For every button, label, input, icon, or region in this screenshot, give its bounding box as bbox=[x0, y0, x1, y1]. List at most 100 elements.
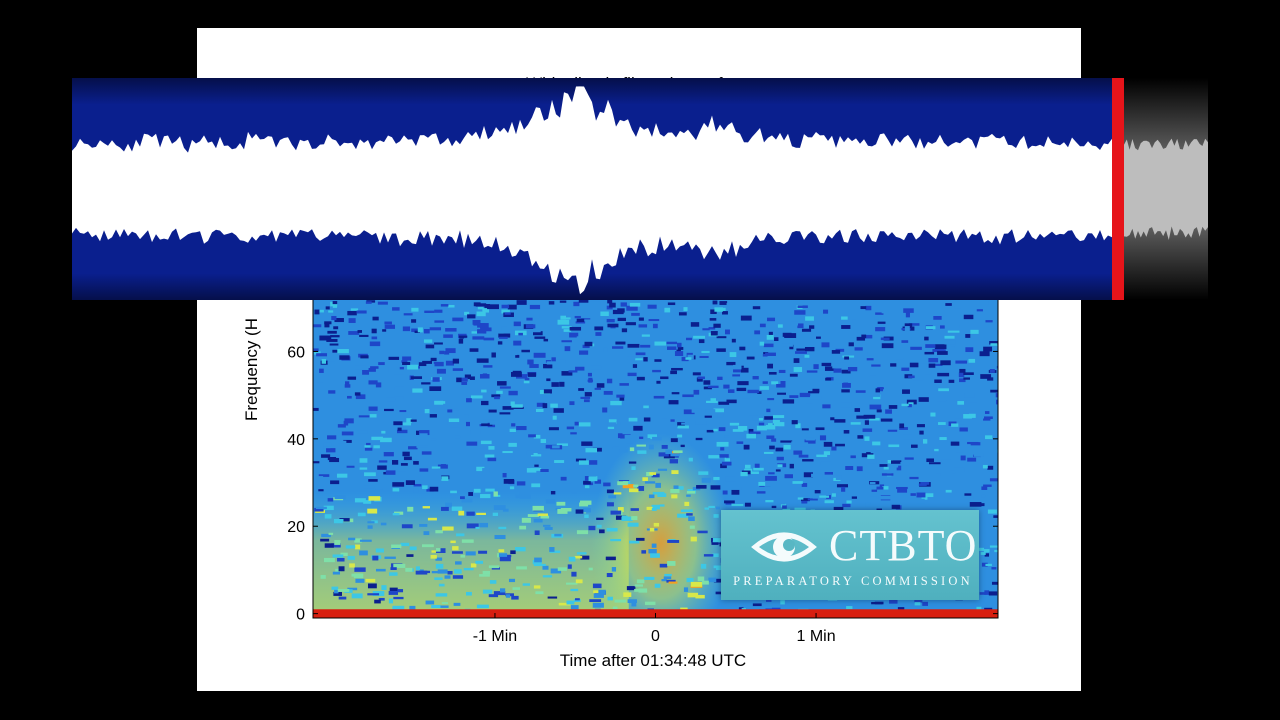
heatmap-cell bbox=[503, 312, 514, 318]
heatmap-cell bbox=[535, 408, 544, 413]
heatmap-cell bbox=[791, 467, 803, 470]
heatmap-cell bbox=[378, 597, 385, 601]
heatmap-cell bbox=[621, 328, 628, 333]
heatmap-cell bbox=[561, 481, 572, 484]
heatmap-cell bbox=[534, 530, 540, 536]
heatmap-cell bbox=[446, 310, 453, 313]
heatmap-cell bbox=[959, 378, 966, 383]
heatmap-event bbox=[590, 433, 731, 618]
heatmap-cell bbox=[392, 460, 399, 465]
heatmap-cell bbox=[950, 346, 955, 349]
heatmap-cell bbox=[980, 552, 986, 555]
heatmap-cell bbox=[643, 405, 649, 409]
heatmap-cell bbox=[710, 331, 718, 336]
heatmap-cell bbox=[670, 488, 680, 493]
heatmap-cell bbox=[367, 525, 373, 529]
heatmap-cell bbox=[713, 428, 718, 432]
heatmap-cell bbox=[583, 480, 591, 485]
heatmap-cell bbox=[652, 491, 665, 495]
heatmap-cell bbox=[589, 599, 602, 603]
heatmap-cell bbox=[392, 605, 405, 610]
heatmap-cell bbox=[410, 474, 421, 478]
heatmap-cell bbox=[777, 464, 783, 468]
heatmap-cell bbox=[531, 483, 541, 488]
heatmap-cell bbox=[354, 365, 367, 370]
heatmap-cell bbox=[518, 332, 523, 336]
heatmap-cell bbox=[793, 367, 803, 372]
heatmap-cell bbox=[364, 472, 376, 477]
heatmap-cell bbox=[995, 526, 998, 530]
heatmap-cell bbox=[359, 458, 368, 463]
heatmap-cell bbox=[509, 486, 515, 490]
heatmap-cell bbox=[319, 368, 324, 373]
heatmap-cell bbox=[987, 509, 997, 514]
heatmap-cell bbox=[534, 557, 542, 563]
heatmap-cell bbox=[719, 454, 729, 458]
heatmap-cell bbox=[768, 472, 775, 475]
heatmap-cell bbox=[923, 493, 934, 498]
heatmap-cell bbox=[354, 567, 366, 572]
heatmap-cell bbox=[656, 380, 661, 384]
time-marker[interactable] bbox=[1112, 78, 1124, 300]
heatmap-cell bbox=[393, 617, 399, 618]
heatmap-cell bbox=[816, 454, 828, 458]
heatmap-cell bbox=[746, 433, 757, 439]
heatmap-cell bbox=[315, 506, 327, 510]
heatmap-cell bbox=[326, 448, 336, 453]
heatmap-cell bbox=[841, 389, 850, 393]
heatmap-cell bbox=[441, 602, 449, 605]
heatmap-cell bbox=[584, 484, 590, 489]
heatmap-cell bbox=[397, 427, 402, 431]
heatmap-cell bbox=[413, 461, 419, 465]
heatmap-cell bbox=[724, 435, 730, 438]
heatmap-cell bbox=[518, 492, 530, 495]
heatmap-cell bbox=[419, 468, 429, 472]
heatmap-cell bbox=[316, 353, 328, 357]
heatmap-cell bbox=[409, 546, 417, 551]
heatmap-cell bbox=[801, 483, 808, 487]
heatmap-cell bbox=[964, 393, 975, 398]
heatmap-cell bbox=[355, 394, 366, 400]
waveform-future-trace bbox=[1124, 138, 1208, 240]
heatmap-cell bbox=[521, 349, 530, 353]
heatmap-cell bbox=[674, 351, 684, 357]
heatmap-cell bbox=[408, 446, 418, 450]
heatmap-cell bbox=[782, 343, 793, 347]
heatmap-cell bbox=[831, 350, 841, 354]
heatmap-cell bbox=[629, 302, 641, 307]
heatmap-cell bbox=[731, 503, 744, 507]
heatmap-cell bbox=[574, 315, 581, 319]
heatmap-cell bbox=[589, 301, 601, 305]
heatmap-cell bbox=[881, 311, 889, 314]
heatmap-cell bbox=[834, 426, 840, 429]
heatmap-cell bbox=[337, 588, 350, 592]
heatmap-cell bbox=[767, 423, 773, 426]
heatmap-cell bbox=[925, 344, 936, 348]
heatmap-cell bbox=[343, 439, 352, 443]
heatmap-cell bbox=[988, 591, 998, 596]
heatmap-cell bbox=[375, 487, 383, 490]
heatmap-cell bbox=[469, 376, 475, 380]
heatmap-cell bbox=[647, 434, 658, 439]
heatmap-cell bbox=[710, 309, 717, 315]
heatmap-cell bbox=[726, 453, 733, 459]
heatmap-cell bbox=[526, 468, 537, 473]
heatmap-cell bbox=[443, 334, 453, 338]
heatmap-cell bbox=[606, 378, 613, 384]
heatmap-cell bbox=[848, 342, 854, 347]
y-tick-label: 20 bbox=[287, 519, 305, 536]
heatmap-cell bbox=[890, 363, 897, 367]
heatmap-cell bbox=[842, 503, 851, 508]
heatmap-cell bbox=[498, 549, 505, 553]
heatmap-cell bbox=[864, 436, 870, 441]
heatmap-cell bbox=[652, 369, 661, 373]
heatmap-cell bbox=[512, 587, 521, 590]
heatmap-cell bbox=[384, 556, 396, 559]
heatmap-cell bbox=[323, 446, 331, 449]
heatmap-cell bbox=[957, 401, 965, 405]
heatmap-cell bbox=[671, 392, 680, 395]
heatmap-cell bbox=[313, 348, 319, 352]
heatmap-cell bbox=[552, 445, 560, 449]
heatmap-cell bbox=[390, 567, 397, 571]
heatmap-cell bbox=[701, 477, 711, 483]
